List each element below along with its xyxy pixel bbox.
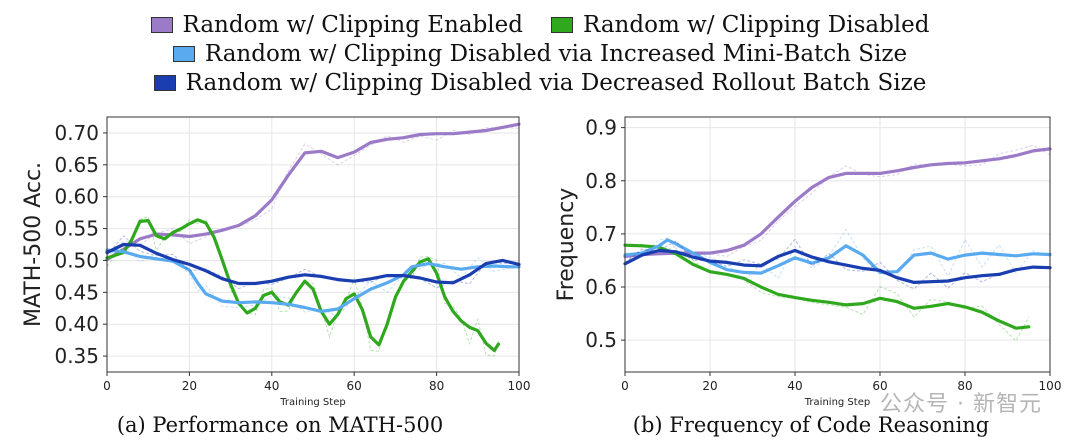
legend-label: Random w/ Clipping Disabled <box>583 11 930 38</box>
y-tick-label: 0.55 <box>54 217 99 241</box>
legend-label: Random w/ Clipping Disabled via Increase… <box>204 40 908 67</box>
chart-caption: (a) Performance on MATH-500 <box>117 413 443 437</box>
series-line <box>105 242 521 286</box>
legend-swatch-darkblue <box>153 74 176 91</box>
plot-frame <box>106 116 520 373</box>
x-tick-label: 0 <box>103 379 111 393</box>
chart-caption: (b) Frequency of Code Reasoning <box>633 413 990 437</box>
legend-label: Random w/ Clipping Disabled via Decrease… <box>185 69 927 96</box>
legend-item-decreased-rollout: Random w/ Clipping Disabled via Decrease… <box>153 69 927 96</box>
y-tick-label: 0.9 <box>585 116 617 140</box>
series-raw-line <box>624 238 1051 290</box>
y-tick-label: 0.50 <box>54 248 99 272</box>
plot-border <box>106 116 520 373</box>
plot-frame <box>624 116 1051 373</box>
x-axis-label: Training Step <box>804 397 870 408</box>
series-raw-line <box>106 234 520 290</box>
y-axis-label: MATH-500 Acc. <box>21 162 46 327</box>
y-tick-label: 0.5 <box>585 328 617 352</box>
series-raw-line <box>624 228 1051 282</box>
legend-item-clipping-enabled: Random w/ Clipping Enabled <box>150 11 524 38</box>
watermark: 公众号 · 新智元 <box>880 392 1042 417</box>
series-raw-line <box>106 215 499 357</box>
legend-row-3: Random w/ Clipping Disabled via Decrease… <box>0 68 1080 97</box>
series-raw-line <box>624 144 1051 264</box>
series-line <box>623 248 1052 284</box>
legend-swatch-purple <box>150 16 173 33</box>
x-tick-label: 80 <box>429 379 444 393</box>
y-tick-label: 0.65 <box>54 153 99 177</box>
x-tick-label: 60 <box>347 379 362 393</box>
series-line <box>623 238 1052 275</box>
legend-swatch-lightblue <box>172 45 195 62</box>
x-tick-label: 20 <box>702 379 717 393</box>
y-tick-label: 0.7 <box>585 222 617 246</box>
legend-swatch-green <box>551 16 573 33</box>
plot-border <box>624 116 1051 373</box>
legend-item-clipping-disabled: Random w/ Clipping Disabled <box>551 12 930 38</box>
series-line <box>623 243 1031 330</box>
y-tick-label: 0.6 <box>585 275 617 299</box>
series-raw-line <box>624 243 1030 342</box>
legend-row-2: Random w/ Clipping Disabled via Increase… <box>0 39 1080 68</box>
legend: Random w/ Clipping Enabled Random w/ Cli… <box>0 10 1080 97</box>
y-axis-label: Frequency <box>554 188 579 302</box>
x-tick-label: 40 <box>787 379 802 393</box>
y-tick-label: 0.35 <box>54 344 99 368</box>
y-tick-label: 0.70 <box>54 121 99 145</box>
x-axis-label: Training Step <box>279 397 345 408</box>
y-tick-label: 0.45 <box>54 280 99 304</box>
y-tick-label: 0.40 <box>54 312 99 336</box>
x-tick-label: 100 <box>1039 379 1062 393</box>
x-tick-label: 0 <box>621 379 629 393</box>
series-line <box>105 218 500 353</box>
x-tick-label: 40 <box>264 379 279 393</box>
x-tick-label: 80 <box>957 379 972 393</box>
x-tick-label: 60 <box>872 379 887 393</box>
legend-row-1: Random w/ Clipping Enabled Random w/ Cli… <box>0 10 1080 39</box>
series-line <box>105 248 521 313</box>
x-tick-label: 100 <box>508 379 531 393</box>
y-tick-label: 0.8 <box>585 169 617 193</box>
series-line <box>105 122 521 262</box>
legend-label: Random w/ Clipping Enabled <box>182 11 524 38</box>
y-tick-label: 0.60 <box>54 185 99 209</box>
x-tick-label: 20 <box>182 379 197 393</box>
legend-item-increased-minibatch: Random w/ Clipping Disabled via Increase… <box>172 40 908 67</box>
